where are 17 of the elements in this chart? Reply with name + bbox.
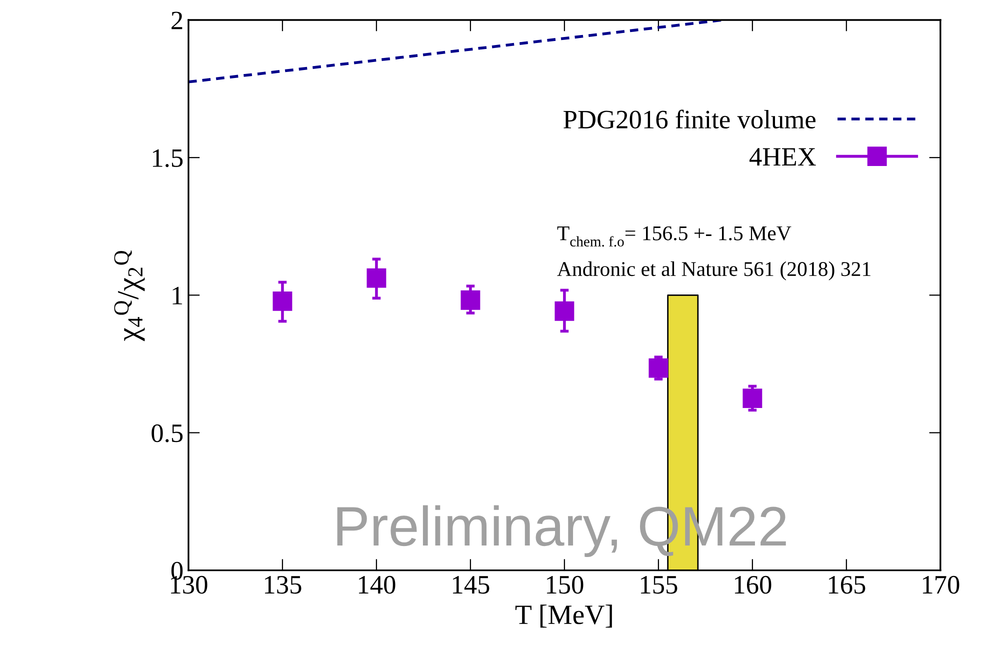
x-tick-label: 165	[828, 576, 866, 594]
y-tick-label: 1	[172, 286, 182, 304]
x-tick-label: 135	[265, 576, 302, 594]
x-tick-label: 160	[734, 576, 772, 594]
y-tick-label: 1.5	[152, 149, 183, 168]
x-axis-title: T [MeV]	[515, 604, 612, 628]
x-tick-label: 140	[358, 576, 396, 594]
legend-label: 4HEX	[749, 148, 816, 166]
x-tick-label: 170	[922, 576, 960, 594]
y-tick-label: 2	[172, 12, 182, 30]
annotation: Andronic et al Nature 561 (2018) 321	[557, 261, 870, 280]
x-tick-label: 145	[452, 576, 490, 594]
y-tick-label: 0.5	[152, 424, 183, 442]
x-tick-label: 155	[640, 576, 678, 594]
y-axis-title: χ$_{4}$$^{Q}$/χ$_{2}$$^{Q}$	[114, 250, 145, 342]
legend-label: PDG2016 finite volume	[564, 110, 816, 129]
x-tick-label: 150	[546, 576, 584, 594]
